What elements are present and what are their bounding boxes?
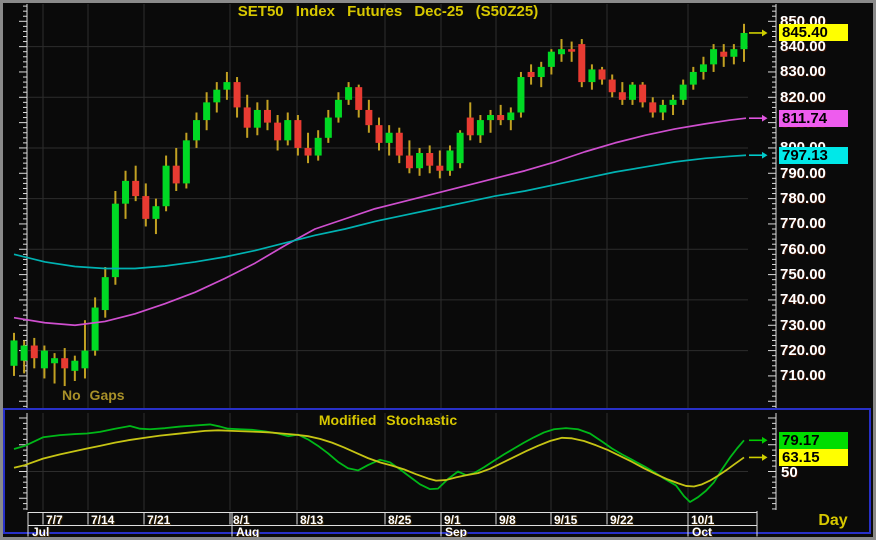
month-label: Jul	[32, 525, 50, 539]
stochastic-mid-label: 50	[781, 464, 798, 481]
price-axis-label: 820.00	[780, 88, 826, 106]
date-tick-label: 9/8	[499, 513, 516, 527]
date-tick-label: 9/1	[444, 513, 461, 527]
date-tick-label: 9/22	[610, 513, 634, 527]
month-label: Sep	[445, 525, 468, 539]
price-axis-label: 740.00	[780, 291, 826, 309]
stoch-slow-callout: 63.15	[779, 448, 848, 466]
last-price-callout: 845.40	[779, 24, 848, 42]
no-gaps-label: No Gaps	[62, 387, 125, 403]
date-tick-label: 8/13	[300, 513, 324, 527]
stochastic-title: Modified Stochastic	[318, 412, 458, 428]
date-tick-label: 10/1	[691, 513, 715, 527]
ma-slow-callout: 797.13	[779, 146, 848, 164]
price-axis-label: 780.00	[780, 190, 826, 208]
month-label: Aug	[236, 525, 260, 539]
date-tick-label: 8/25	[388, 513, 412, 527]
price-axis-label: 750.00	[780, 266, 826, 284]
price-axis-label: 790.00	[780, 164, 826, 182]
date-tick-label: 7/7	[46, 513, 63, 527]
date-tick-label: 8/1	[233, 513, 250, 527]
date-tick-label: 7/14	[91, 513, 115, 527]
price-axis-label: 710.00	[780, 367, 826, 385]
stoch-fast-callout: 79.17	[779, 431, 848, 449]
date-tick-label: 7/21	[147, 513, 171, 527]
month-label: Oct	[692, 525, 713, 539]
timeframe-label: Day	[818, 512, 848, 529]
ma-fast-callout: 811.74	[779, 109, 848, 127]
price-axis-label: 770.00	[780, 215, 826, 233]
date-tick-label: 9/15	[554, 513, 578, 527]
price-axis-label: 720.00	[780, 342, 826, 360]
price-axis-label: 840.00	[780, 38, 826, 56]
chart-title: SET50 Index Futures Dec-25 (S50Z25)	[237, 3, 539, 20]
price-axis-label: 730.00	[780, 316, 826, 334]
price-axis-label: 760.00	[780, 240, 826, 258]
price-axis-label: 830.00	[780, 63, 826, 81]
